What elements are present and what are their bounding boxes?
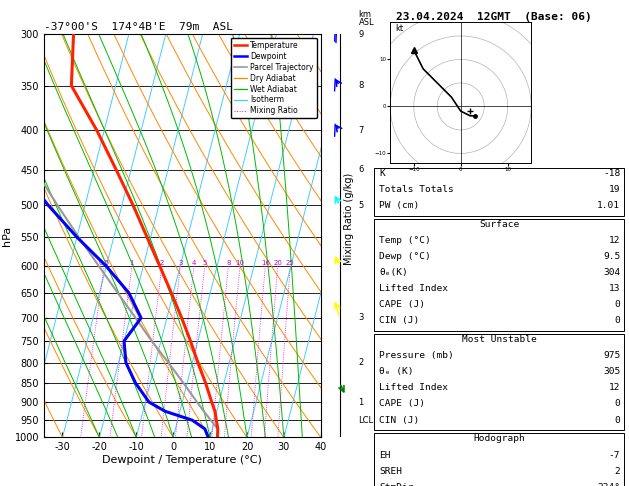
Text: kt: kt [395,24,403,33]
Text: 7: 7 [359,126,364,135]
Text: 12: 12 [609,383,620,393]
Text: 16: 16 [261,260,270,266]
Text: 9: 9 [359,30,364,38]
Text: PW (cm): PW (cm) [379,201,420,210]
Text: 0: 0 [615,416,620,425]
Text: 2: 2 [359,358,364,367]
X-axis label: Dewpoint / Temperature (°C): Dewpoint / Temperature (°C) [103,455,262,465]
Text: Hodograph: Hodograph [473,434,525,444]
Text: 0: 0 [615,399,620,409]
Text: 13: 13 [609,284,620,294]
Text: -7: -7 [609,451,620,460]
Text: -18: -18 [603,169,620,178]
Text: θₑ(K): θₑ(K) [379,268,408,278]
Text: Dewp (°C): Dewp (°C) [379,252,431,261]
Text: K: K [379,169,385,178]
Text: 8: 8 [359,81,364,90]
Text: 3: 3 [178,260,182,266]
Text: 5: 5 [203,260,207,266]
Text: 1: 1 [359,398,364,407]
Text: CIN (J): CIN (J) [379,316,420,326]
Text: Lifted Index: Lifted Index [379,383,448,393]
Text: 0: 0 [615,316,620,326]
Text: Surface: Surface [479,220,519,229]
Text: 20: 20 [273,260,282,266]
Text: 2: 2 [615,467,620,476]
Text: 8: 8 [226,260,231,266]
Text: CAPE (J): CAPE (J) [379,399,425,409]
Text: 4: 4 [192,260,196,266]
Text: 1: 1 [130,260,134,266]
Text: 23.04.2024  12GMT  (Base: 06): 23.04.2024 12GMT (Base: 06) [396,12,592,22]
Text: 6: 6 [359,165,364,174]
Text: Most Unstable: Most Unstable [462,335,537,345]
Text: Temp (°C): Temp (°C) [379,236,431,245]
Legend: Temperature, Dewpoint, Parcel Trajectory, Dry Adiabat, Wet Adiabat, Isotherm, Mi: Temperature, Dewpoint, Parcel Trajectory… [231,38,317,119]
Text: Totals Totals: Totals Totals [379,185,454,194]
Text: EH: EH [379,451,391,460]
Text: 2: 2 [160,260,164,266]
Text: 19: 19 [609,185,620,194]
Text: 25: 25 [286,260,295,266]
Y-axis label: hPa: hPa [2,226,12,246]
Text: θₑ (K): θₑ (K) [379,367,414,377]
Text: 3: 3 [359,313,364,322]
Text: 234°: 234° [597,483,620,486]
Text: StmDir: StmDir [379,483,414,486]
Text: Pressure (mb): Pressure (mb) [379,351,454,361]
Text: 304: 304 [603,268,620,278]
Text: 0: 0 [615,300,620,310]
Text: LCL: LCL [359,416,374,425]
Text: 5: 5 [359,201,364,209]
Text: -37°00'S  174°4B'E  79m  ASL: -37°00'S 174°4B'E 79m ASL [44,22,233,32]
Text: Mixing Ratio (g/kg): Mixing Ratio (g/kg) [344,173,354,265]
Text: Lifted Index: Lifted Index [379,284,448,294]
Text: km
ASL: km ASL [359,10,374,27]
Text: 12: 12 [609,236,620,245]
Text: 305: 305 [603,367,620,377]
Text: CAPE (J): CAPE (J) [379,300,425,310]
Text: CIN (J): CIN (J) [379,416,420,425]
Text: 1.01: 1.01 [597,201,620,210]
Text: 10: 10 [235,260,245,266]
Text: 975: 975 [603,351,620,361]
Text: 9.5: 9.5 [603,252,620,261]
Text: SREH: SREH [379,467,403,476]
Text: 0.5: 0.5 [99,260,109,266]
